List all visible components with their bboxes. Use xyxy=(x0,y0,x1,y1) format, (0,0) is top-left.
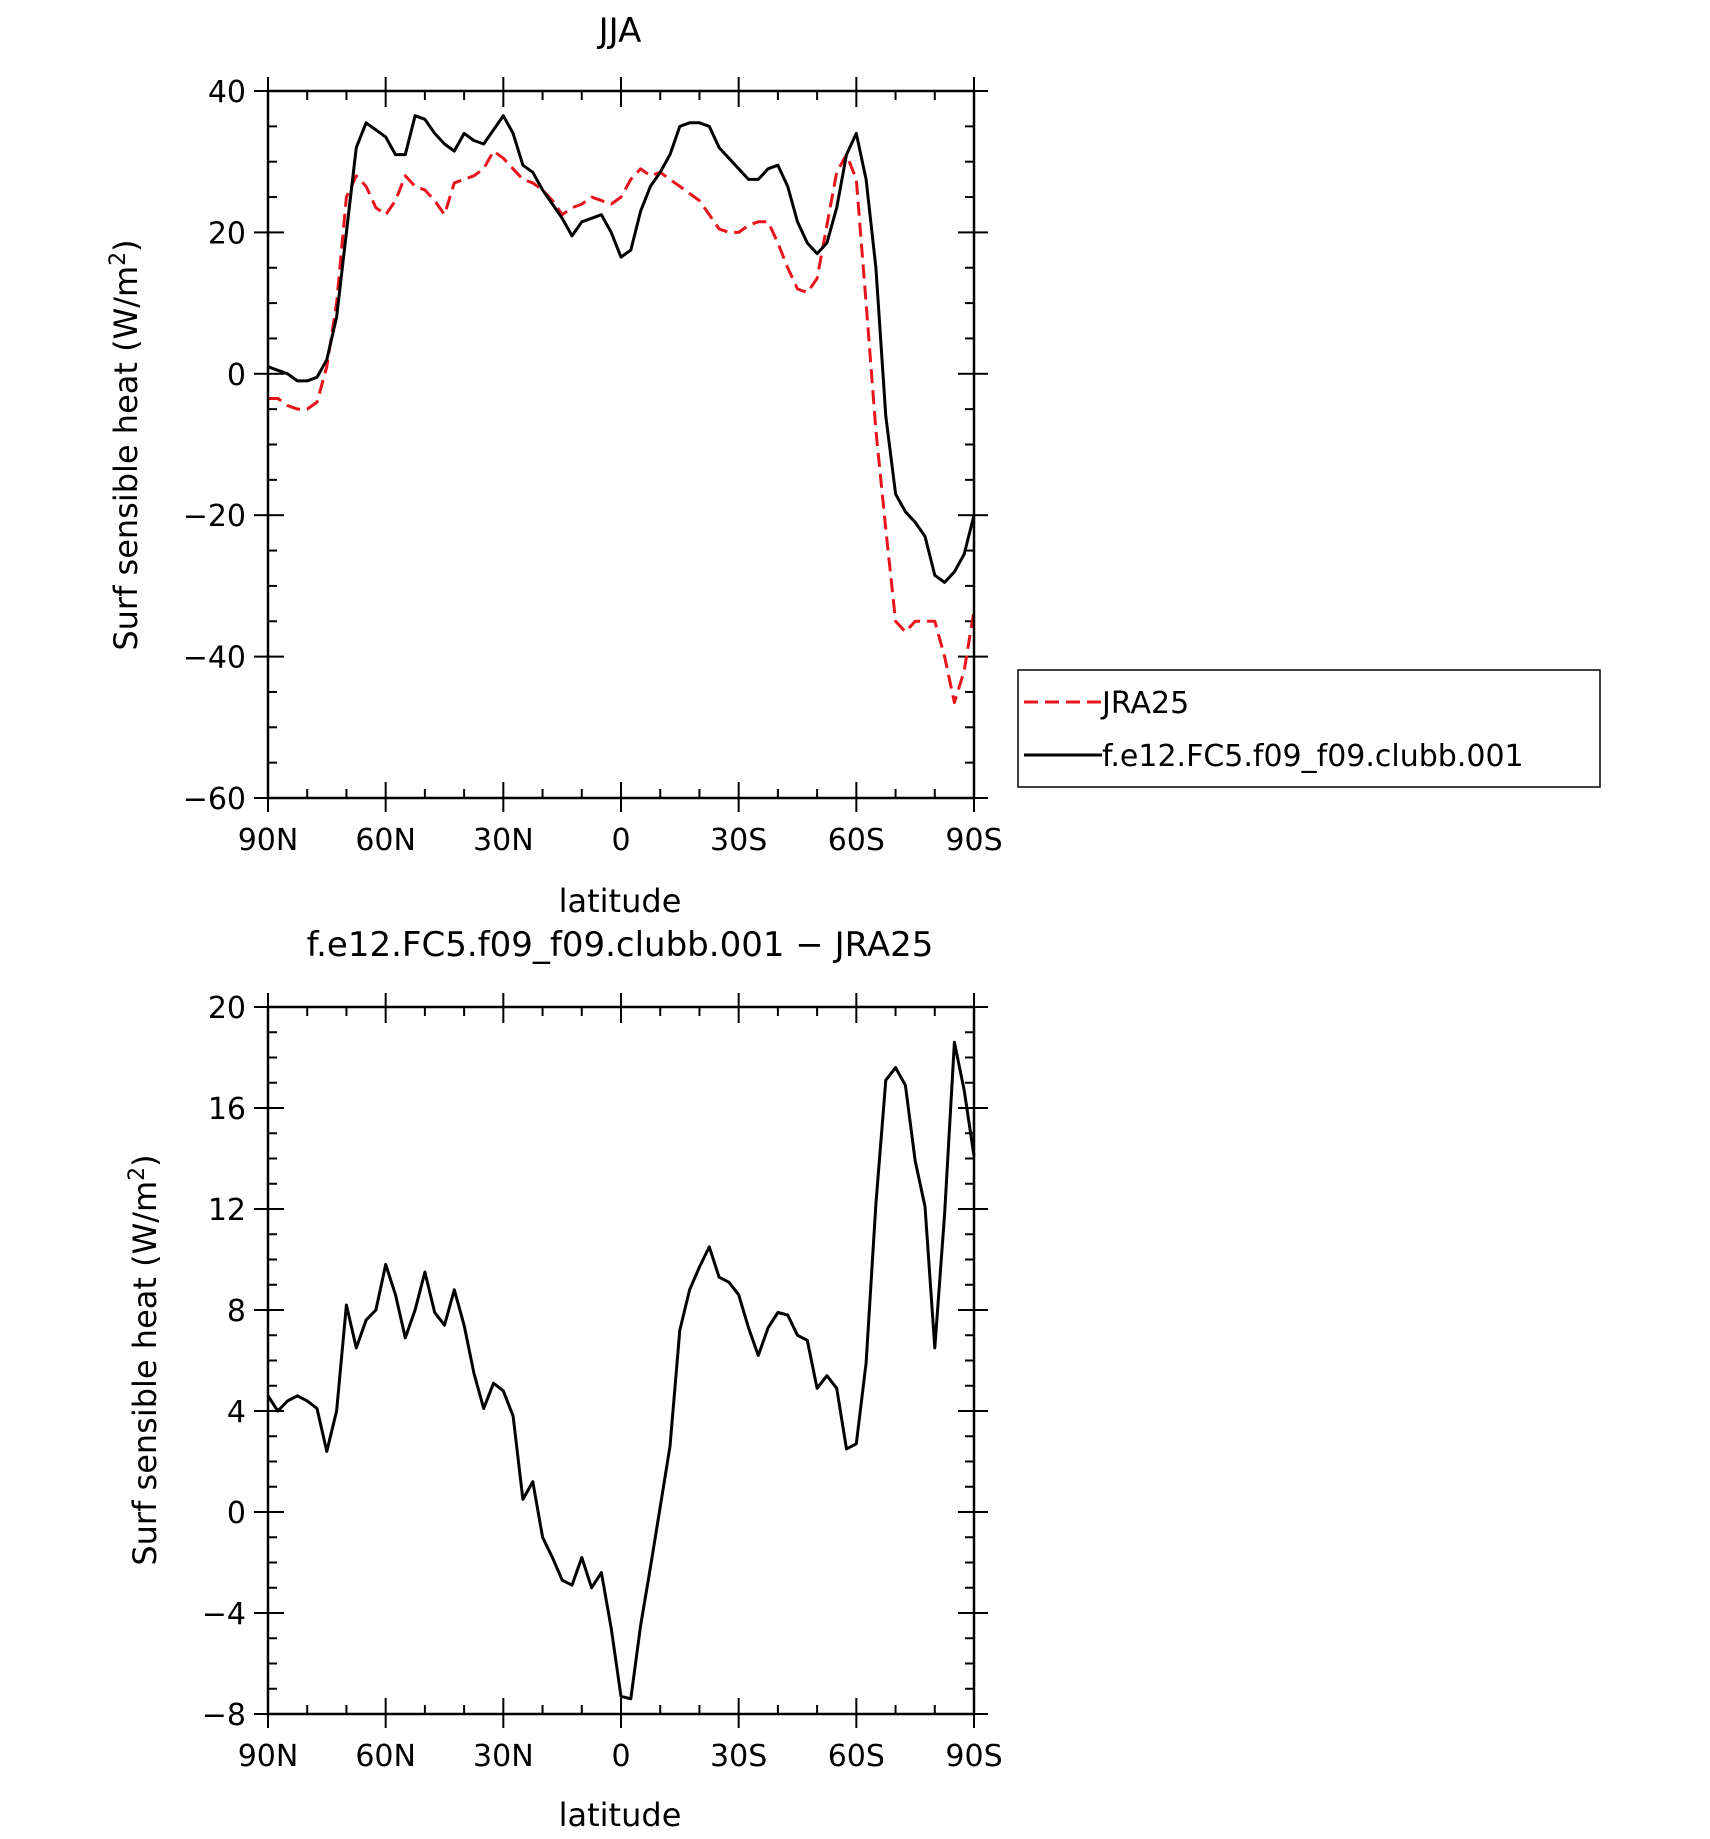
bottom-panel-y-axis-label-tail: ) xyxy=(126,1154,164,1166)
bottom-panel-y-axis-label-sup: 2 xyxy=(125,1167,150,1181)
top-panel-series-lines xyxy=(267,114,976,705)
bottom-panel-tick-labels: 90N 60N 30N 0 30S 60S 90S 20 16 12 8 4 0 −4 −8 xyxy=(202,991,1003,1774)
bottom-y-tick-label: 4 xyxy=(227,1395,246,1430)
bottom-x-tick-label: 60N xyxy=(355,1739,416,1774)
legend-box xyxy=(1017,669,1601,788)
top-x-tick-label: 0 xyxy=(611,823,630,858)
bottom-y-tick-label: 12 xyxy=(208,1193,246,1228)
bottom-panel-series-lines xyxy=(266,1040,976,1701)
bottom-panel-x-axis-label: latitude xyxy=(559,1796,682,1834)
top-panel-y-axis-label-sup: 2 xyxy=(106,252,131,266)
bottom-panel-ticks xyxy=(254,993,988,1728)
bottom-y-tick-label: 8 xyxy=(227,1294,246,1329)
top-x-tick-label: 30S xyxy=(710,823,767,858)
top-series-line-jra25 xyxy=(268,149,976,705)
top-panel-y-axis-label-tail: ) xyxy=(107,239,145,251)
top-x-tick-label: 30N xyxy=(473,823,534,858)
top-y-tick-label: 0 xyxy=(227,358,246,393)
top-panel-y-axis-label-main: Surf sensible heat (W/m xyxy=(107,266,145,651)
top-panel: JJA 90N 60N 30N 0 30S 60S 90S 40 20 0 −20 −40 −60 la… xyxy=(106,11,1601,920)
legend-label-model: f.e12.FC5.f09_f09.clubb.001 xyxy=(1102,739,1524,774)
bottom-x-tick-label: 30S xyxy=(710,1739,767,1774)
top-y-tick-label: −60 xyxy=(183,782,246,817)
bottom-y-tick-label: −8 xyxy=(202,1698,246,1733)
top-series-line-f-e12-fc5-f09-f09-clubb-001 xyxy=(267,114,976,584)
legend-label-jra25: JRA25 xyxy=(1100,686,1189,721)
bottom-panel-y-axis-label: Surf sensible heat (W/m2) xyxy=(125,1154,164,1565)
bottom-series-line-difference xyxy=(266,1040,976,1701)
top-y-tick-label: 40 xyxy=(208,75,246,110)
top-panel-frame xyxy=(266,89,976,800)
bottom-x-tick-label: 90N xyxy=(238,1739,299,1774)
top-x-tick-label: 60N xyxy=(355,823,416,858)
bottom-panel: f.e12.FC5.f09_f09.clubb.001 − JRA25 90N 6… xyxy=(125,925,1003,1834)
bottom-x-tick-label: 60S xyxy=(828,1739,885,1774)
bottom-panel-frame xyxy=(266,1005,976,1716)
top-panel-title: JJA xyxy=(597,11,642,51)
bottom-y-tick-label: 16 xyxy=(208,1092,246,1127)
top-y-tick-label: 20 xyxy=(208,216,246,251)
bottom-x-tick-label: 0 xyxy=(611,1739,630,1774)
top-y-tick-label: −20 xyxy=(183,499,246,534)
bottom-panel-title: f.e12.FC5.f09_f09.clubb.001 − JRA25 xyxy=(307,925,934,965)
bottom-y-tick-label: −4 xyxy=(202,1597,246,1632)
top-panel-tick-labels: 90N 60N 30N 0 30S 60S 90S 40 20 0 −20 −40 −60 xyxy=(183,75,1003,858)
top-x-tick-label: 90S xyxy=(945,823,1002,858)
bottom-y-tick-label: 20 xyxy=(208,991,246,1026)
top-y-tick-label: −40 xyxy=(183,641,246,676)
top-panel-y-axis-label: Surf sensible heat (W/m2) xyxy=(106,239,145,650)
top-x-tick-label: 60S xyxy=(828,823,885,858)
bottom-panel-y-axis-label-main: Surf sensible heat (W/m xyxy=(126,1181,164,1566)
bottom-y-tick-label: 0 xyxy=(227,1496,246,1531)
bottom-x-tick-label: 30N xyxy=(473,1739,534,1774)
legend: JRA25 f.e12.FC5.f09_f09.clubb.001 xyxy=(1017,669,1601,788)
bottom-x-tick-label: 90S xyxy=(945,1739,1002,1774)
top-x-tick-label: 90N xyxy=(238,823,299,858)
top-panel-x-axis-label: latitude xyxy=(559,882,682,920)
